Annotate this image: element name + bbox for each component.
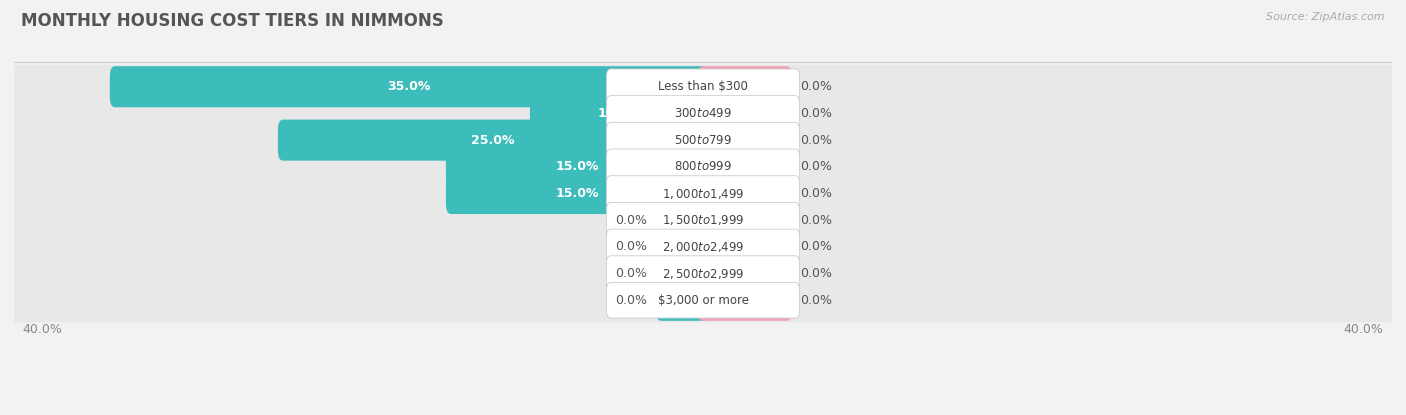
FancyBboxPatch shape — [10, 118, 1396, 162]
Text: 40.0%: 40.0% — [1344, 323, 1384, 336]
FancyBboxPatch shape — [606, 122, 800, 158]
FancyBboxPatch shape — [606, 149, 800, 185]
Text: $2,000 to $2,499: $2,000 to $2,499 — [662, 240, 744, 254]
Text: 0.0%: 0.0% — [800, 214, 832, 227]
FancyBboxPatch shape — [10, 92, 1396, 135]
FancyBboxPatch shape — [606, 229, 800, 265]
Text: $300 to $499: $300 to $499 — [673, 107, 733, 120]
FancyBboxPatch shape — [657, 226, 709, 267]
Text: 0.0%: 0.0% — [800, 187, 832, 200]
Text: MONTHLY HOUSING COST TIERS IN NIMMONS: MONTHLY HOUSING COST TIERS IN NIMMONS — [21, 12, 444, 30]
Text: 0.0%: 0.0% — [800, 134, 832, 146]
Text: 0.0%: 0.0% — [800, 80, 832, 93]
Text: Source: ZipAtlas.com: Source: ZipAtlas.com — [1267, 12, 1385, 22]
Text: 10.0%: 10.0% — [598, 107, 641, 120]
FancyBboxPatch shape — [446, 173, 709, 214]
FancyBboxPatch shape — [606, 95, 800, 131]
FancyBboxPatch shape — [606, 283, 800, 318]
Text: 40.0%: 40.0% — [22, 323, 62, 336]
Text: 0.0%: 0.0% — [800, 107, 832, 120]
FancyBboxPatch shape — [10, 172, 1396, 215]
FancyBboxPatch shape — [697, 93, 792, 134]
Text: 15.0%: 15.0% — [555, 187, 599, 200]
FancyBboxPatch shape — [10, 278, 1396, 322]
Text: 0.0%: 0.0% — [616, 214, 648, 227]
FancyBboxPatch shape — [657, 253, 709, 294]
FancyBboxPatch shape — [697, 253, 792, 294]
FancyBboxPatch shape — [606, 69, 800, 105]
FancyBboxPatch shape — [10, 251, 1396, 295]
Text: 35.0%: 35.0% — [387, 80, 430, 93]
Text: 0.0%: 0.0% — [800, 294, 832, 307]
Text: $800 to $999: $800 to $999 — [673, 160, 733, 173]
FancyBboxPatch shape — [10, 65, 1396, 109]
FancyBboxPatch shape — [657, 200, 709, 241]
FancyBboxPatch shape — [278, 120, 709, 161]
FancyBboxPatch shape — [697, 66, 792, 107]
FancyBboxPatch shape — [606, 203, 800, 238]
FancyBboxPatch shape — [606, 256, 800, 291]
Text: 15.0%: 15.0% — [555, 160, 599, 173]
Text: 0.0%: 0.0% — [616, 240, 648, 254]
Text: $3,000 or more: $3,000 or more — [658, 294, 748, 307]
Text: 0.0%: 0.0% — [800, 267, 832, 280]
FancyBboxPatch shape — [697, 120, 792, 161]
FancyBboxPatch shape — [697, 146, 792, 187]
FancyBboxPatch shape — [697, 226, 792, 267]
Text: 0.0%: 0.0% — [800, 160, 832, 173]
FancyBboxPatch shape — [697, 280, 792, 321]
Text: 0.0%: 0.0% — [616, 267, 648, 280]
FancyBboxPatch shape — [446, 146, 709, 187]
FancyBboxPatch shape — [530, 93, 709, 134]
Text: $1,500 to $1,999: $1,500 to $1,999 — [662, 213, 744, 227]
Text: 0.0%: 0.0% — [616, 294, 648, 307]
FancyBboxPatch shape — [10, 225, 1396, 269]
Text: Less than $300: Less than $300 — [658, 80, 748, 93]
Text: $2,500 to $2,999: $2,500 to $2,999 — [662, 266, 744, 281]
FancyBboxPatch shape — [697, 200, 792, 241]
FancyBboxPatch shape — [657, 280, 709, 321]
FancyBboxPatch shape — [606, 176, 800, 211]
Text: $500 to $799: $500 to $799 — [673, 134, 733, 146]
Text: 25.0%: 25.0% — [471, 134, 515, 146]
FancyBboxPatch shape — [10, 145, 1396, 189]
Text: $1,000 to $1,499: $1,000 to $1,499 — [662, 186, 744, 200]
FancyBboxPatch shape — [110, 66, 709, 107]
Text: 0.0%: 0.0% — [800, 240, 832, 254]
FancyBboxPatch shape — [697, 173, 792, 214]
FancyBboxPatch shape — [10, 198, 1396, 242]
